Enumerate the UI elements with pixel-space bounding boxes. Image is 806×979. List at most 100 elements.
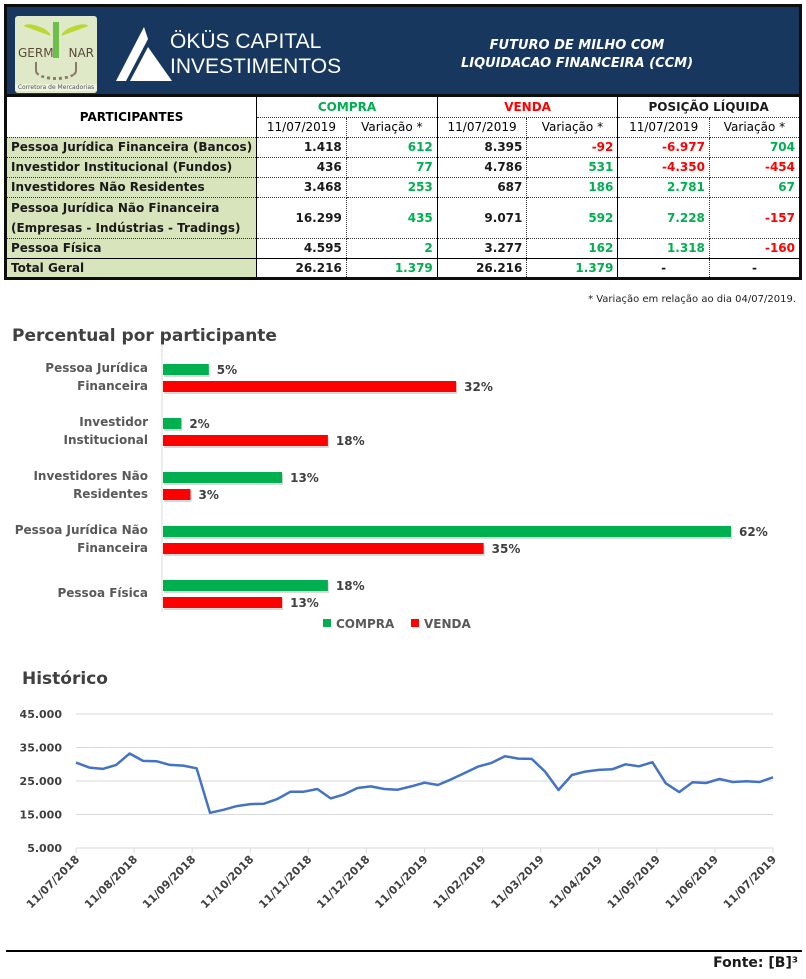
x-tick-label: 11/04/2019: [547, 853, 605, 911]
participant-label-line2: (Empresas - Indústrias - Tradings): [11, 220, 241, 235]
table-cell: 436: [256, 157, 347, 178]
bar-category-label-line: Pessoa Jurídica Não: [15, 523, 148, 537]
variation-column-header: Variação *: [526, 117, 619, 138]
participant-label-line1: Pessoa Jurídica Não Financeira: [11, 200, 220, 215]
source-label: Fonte: [B]³: [713, 955, 798, 971]
y-tick-label: 15.000: [20, 809, 63, 822]
bar-venda: [163, 489, 191, 500]
legend-label-venda: VENDA: [424, 617, 471, 631]
table-cell: 435: [346, 197, 438, 239]
bar-data-label: 62%: [739, 525, 768, 539]
table-row: Pessoa Física 4.595 2 3.277 162 1.318 -160: [5, 238, 802, 259]
table-cell: -: [617, 257, 710, 279]
leaf-icon: [60, 21, 90, 41]
okus-logo-line2: INVESTIMENTOS: [170, 55, 342, 78]
group-header-compra: COMPRA: [256, 97, 438, 118]
x-tick-label: 11/10/2018: [198, 853, 256, 911]
table-cell: 612: [346, 137, 438, 158]
bar-data-label: 3%: [198, 488, 218, 502]
bar-category-label-line: Pessoa Física: [57, 586, 148, 600]
leaf-icon: [22, 21, 52, 41]
x-tick-label: 11/03/2019: [489, 853, 547, 911]
bar-chart: Pessoa Jurídica Financeira 5% 32% Investidor…: [15, 345, 768, 631]
table-cell: 186: [526, 177, 619, 198]
x-tick-label: 11/12/2018: [314, 853, 372, 911]
x-tick-label: 11/01/2019: [372, 853, 430, 911]
bar-category-label: Pessoa Jurídica Financeira: [45, 361, 148, 393]
bar-category-label-line: Financeira: [77, 379, 148, 393]
bar-data-label: 13%: [290, 471, 319, 485]
table-cell: 1.379: [526, 257, 619, 279]
table-cell: -: [709, 257, 802, 279]
header-banner: GERM NAR Corretora de Mercadorias ÖKÜS C…: [4, 4, 802, 97]
bar-data-label: 13%: [290, 596, 319, 610]
bar-data-label: 18%: [336, 579, 365, 593]
table-cell: 16.299: [256, 197, 347, 239]
roots-icon: [35, 62, 77, 80]
okus-triangle-logo-icon: [116, 27, 172, 81]
table-cell: 162: [526, 238, 619, 259]
bar-compra: [163, 526, 731, 537]
bar-category-label: Pessoa Física: [57, 586, 148, 600]
table-row: Pessoa Jurídica Financeira (Bancos) 1.418…: [5, 137, 802, 158]
bar-data-label: 5%: [217, 363, 237, 377]
report-title-line1: FUTURO DE MILHO COM: [489, 38, 665, 53]
table-cell: 2.781: [617, 177, 710, 198]
table-cell: 687: [437, 177, 528, 198]
bar-compra: [163, 364, 209, 375]
table-row: Investidores Não Residentes 3.468 253 687 18…: [5, 177, 802, 198]
table-cell: -454: [709, 157, 802, 178]
bar-category-label-line: Financeira: [77, 541, 148, 555]
report-title: FUTURO DE MILHO COM LIQUIDACAO FINANCEIR…: [427, 37, 727, 73]
bar-venda: [163, 543, 484, 554]
table-cell: 1.379: [346, 257, 438, 279]
bar-venda: [163, 597, 283, 608]
bar-category-label: Pessoa Jurídica Não Financeira: [15, 523, 148, 555]
line-chart-title: Histórico: [22, 669, 108, 689]
table-cell: -92: [526, 137, 619, 158]
x-tick-label: 11/06/2019: [663, 853, 721, 911]
x-tick-label: 11/07/2019: [721, 853, 779, 911]
bar-data-label: 2%: [189, 417, 209, 431]
bar-data-label: 18%: [336, 434, 365, 448]
x-tick-label: 11/09/2018: [140, 853, 198, 911]
y-tick-label: 35.000: [20, 742, 63, 755]
bar-category-label-line: Pessoa Jurídica: [45, 361, 148, 375]
participant-label: Pessoa Jurídica Financeira (Bancos): [5, 137, 258, 158]
x-tick-label: 11/11/2018: [256, 853, 314, 911]
table-cell: 8.395: [437, 137, 528, 158]
participant-label: Pessoa Física: [5, 238, 258, 259]
bar-compra: [163, 472, 283, 483]
legend-swatch-venda: [411, 619, 419, 627]
legend-swatch-compra: [323, 619, 331, 627]
germinar-logo-left: GERM: [18, 46, 54, 60]
date-column-header: 11/07/2019: [617, 117, 710, 138]
table-cell: 704: [709, 137, 802, 158]
subheader-row: 11/07/2019 Variação * 11/07/2019 Variação *…: [6, 117, 802, 138]
bar-venda: [163, 435, 328, 446]
bar-compra: [163, 418, 182, 429]
participant-label: Pessoa Jurídica Não Financeira (Empresas …: [5, 197, 258, 239]
table-cell: 26.216: [437, 257, 528, 279]
bar-category-label: Investidores Não Residentes: [33, 469, 148, 501]
germinar-logo: GERM NAR Corretora de Mercadorias: [15, 16, 97, 93]
y-tick-label: 45.000: [20, 708, 63, 721]
table-cell: -160: [709, 238, 802, 259]
date-column-header: 11/07/2019: [437, 117, 528, 138]
variation-column-header: Variação *: [346, 117, 438, 138]
table-row: Investidor Institucional (Fundos) 436 77 4.…: [5, 157, 802, 178]
germinar-tagline: Corretora de Mercadorias: [15, 84, 97, 91]
participant-label: Total Geral: [5, 257, 258, 279]
table-cell: -6.977: [617, 137, 710, 158]
participants-header: PARTICIPANTES: [5, 97, 258, 138]
table-cell: 1.318: [617, 238, 710, 259]
table-cell: 1.418: [256, 137, 347, 158]
okus-logo-line1: ÖKÜS CAPITAL: [170, 30, 322, 53]
footnote: * Variação em relação ao dia 04/07/2019.: [588, 294, 796, 305]
bar-data-label: 35%: [492, 542, 521, 556]
table-cell: 3.468: [256, 177, 347, 198]
variation-column-header: Variação *: [709, 117, 802, 138]
participant-label: Investidor Institucional (Fundos): [5, 157, 258, 178]
total-row: Total Geral 26.216 1.379 26.216 1.379- -: [5, 257, 802, 279]
line-series-historico: [75, 752, 774, 815]
